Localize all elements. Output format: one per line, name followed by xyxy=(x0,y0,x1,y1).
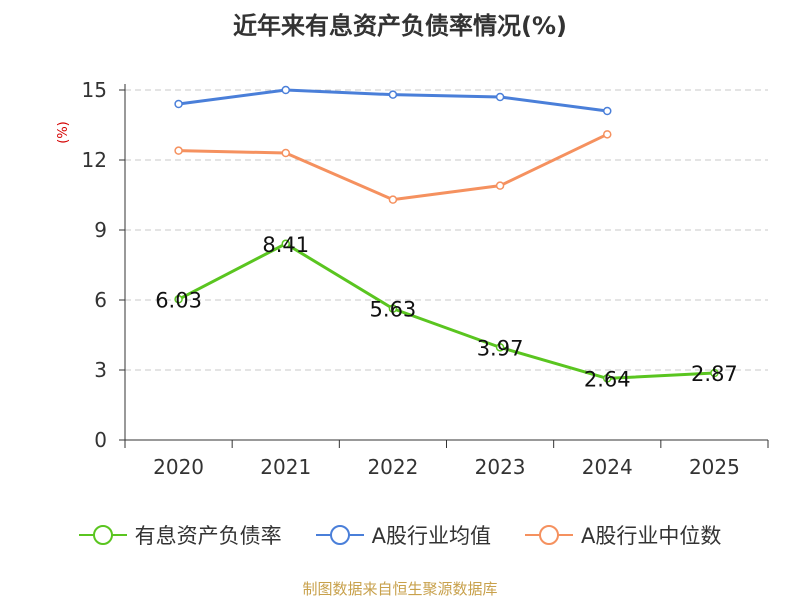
legend-marker-orange xyxy=(525,525,573,545)
legend-marker-blue xyxy=(315,525,364,545)
x-tick-label: 2024 xyxy=(582,455,633,479)
y-tick-label: 3 xyxy=(94,358,107,382)
series-line xyxy=(178,132,608,202)
data-point xyxy=(603,374,612,383)
data-point xyxy=(174,146,183,155)
data-point xyxy=(174,295,183,304)
data-label: 8.41 xyxy=(262,233,309,257)
data-point xyxy=(603,130,612,139)
data-point xyxy=(174,99,183,109)
data-point xyxy=(710,368,719,378)
x-tick-label: 2025 xyxy=(689,455,740,479)
x-tick-label: 2022 xyxy=(367,455,418,479)
legend-item-interest-debt-ratio[interactable]: 有息资产负债率 xyxy=(78,520,282,550)
data-point xyxy=(495,92,505,102)
data-point xyxy=(388,195,398,204)
y-tick-label: 0 xyxy=(94,428,107,452)
data-point xyxy=(495,181,505,190)
data-label: 3.97 xyxy=(477,336,524,360)
chart-title: 近年来有息资产负债率情况(%) xyxy=(233,12,567,40)
data-point xyxy=(388,90,398,99)
data-point xyxy=(495,343,505,352)
y-tick-label: 6 xyxy=(94,288,107,312)
data-label: 6.03 xyxy=(155,288,202,312)
legend-label: A股行业中位数 xyxy=(581,524,722,548)
data-point xyxy=(281,239,290,249)
source-note: 制图数据来自恒生聚源数据库 xyxy=(302,580,498,598)
data-point xyxy=(281,85,290,95)
y-tick-label: 12 xyxy=(82,148,107,172)
data-point xyxy=(603,106,612,116)
series-line xyxy=(177,242,715,380)
data-point xyxy=(281,148,290,158)
legend-marker-green xyxy=(78,525,127,545)
x-tick-label: 2020 xyxy=(153,455,204,479)
data-point xyxy=(388,304,398,313)
legend-label: 有息资产负债率 xyxy=(134,524,282,548)
y-tick-label: 9 xyxy=(94,218,107,242)
legend-item-industry-average[interactable]: A股行业均值 xyxy=(315,520,491,550)
data-label: 2.87 xyxy=(691,362,738,386)
data-label: 2.64 xyxy=(584,367,631,391)
x-tick-label: 2021 xyxy=(260,455,311,479)
legend: 有息资产负债率 A股行业均值 A股行业中位数 xyxy=(0,520,800,550)
legend-label: A股行业均值 xyxy=(371,524,491,548)
data-label: 5.63 xyxy=(370,298,417,322)
y-tick-label: 15 xyxy=(82,78,107,102)
x-tick-label: 2023 xyxy=(475,455,526,479)
legend-item-industry-median[interactable]: A股行业中位数 xyxy=(525,520,721,550)
